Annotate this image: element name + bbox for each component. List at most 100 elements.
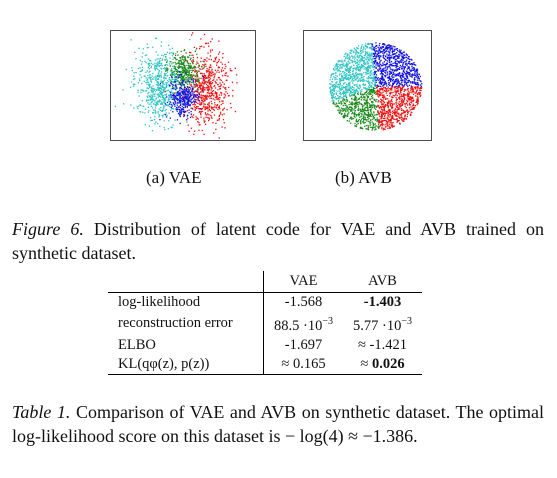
scatter-point bbox=[390, 100, 392, 102]
scatter-point bbox=[196, 107, 198, 109]
scatter-point bbox=[339, 63, 341, 66]
scatter-point bbox=[345, 57, 347, 60]
scatter-point bbox=[203, 95, 205, 97]
scatter-point bbox=[195, 96, 197, 98]
scatter-point bbox=[415, 74, 417, 76]
scatter-point bbox=[373, 117, 375, 119]
scatter-point bbox=[195, 85, 197, 87]
scatter-point bbox=[402, 59, 404, 61]
scatter-point bbox=[361, 127, 363, 129]
scatter-point bbox=[407, 57, 409, 60]
scatter-point bbox=[389, 72, 391, 74]
scatter-point bbox=[141, 100, 144, 102]
scatter-point bbox=[157, 111, 159, 113]
scatter-point bbox=[224, 67, 226, 70]
scatter-point bbox=[143, 105, 145, 107]
scatter-point bbox=[225, 91, 227, 93]
scatter-point bbox=[375, 84, 377, 87]
scatter-point bbox=[403, 76, 405, 78]
scatter-point bbox=[171, 78, 174, 80]
scatter-point bbox=[356, 85, 358, 87]
scatter-point bbox=[183, 49, 185, 52]
scatter-point bbox=[350, 122, 352, 124]
scatter-point bbox=[407, 85, 409, 88]
scatter-point bbox=[217, 83, 219, 86]
scatter-point bbox=[158, 108, 160, 110]
scatter-point bbox=[147, 63, 150, 65]
scatter-point bbox=[205, 98, 207, 100]
scatter-point bbox=[370, 74, 372, 76]
scatter-point bbox=[412, 86, 414, 88]
scatter-point bbox=[165, 77, 167, 79]
scatter-point bbox=[172, 94, 175, 96]
scatter-point bbox=[147, 102, 149, 104]
scatter-point bbox=[219, 111, 222, 113]
scatter-point bbox=[197, 99, 199, 102]
scatter-point bbox=[134, 78, 136, 80]
scatter-point bbox=[191, 74, 193, 76]
scatter-point bbox=[216, 92, 218, 94]
scatter-point bbox=[389, 92, 391, 94]
scatter-point bbox=[395, 58, 397, 61]
scatter-point bbox=[222, 108, 224, 110]
scatter-point bbox=[332, 89, 335, 91]
scatter-point bbox=[390, 80, 392, 83]
scatter-point bbox=[343, 91, 345, 93]
scatter-point bbox=[371, 90, 373, 92]
scatter-point bbox=[389, 50, 391, 52]
scatter-point bbox=[170, 96, 173, 98]
scatter-point bbox=[374, 70, 376, 73]
scatter-point bbox=[372, 113, 374, 115]
scatter-point bbox=[373, 66, 375, 69]
scatter-point bbox=[150, 99, 152, 101]
scatter-point bbox=[205, 63, 207, 65]
scatter-point bbox=[372, 66, 374, 68]
scatter-point bbox=[391, 51, 393, 53]
scatter-point bbox=[388, 76, 391, 78]
scatter-point bbox=[401, 102, 403, 104]
scatter-point bbox=[396, 121, 398, 123]
scatter-point bbox=[384, 96, 386, 98]
scatter-point bbox=[397, 68, 399, 70]
scatter-point bbox=[344, 71, 346, 74]
scatter-point bbox=[177, 74, 179, 76]
scatter-point bbox=[394, 56, 396, 59]
scatter-point bbox=[357, 98, 359, 101]
scatter-point bbox=[384, 74, 386, 77]
scatter-point bbox=[177, 54, 179, 56]
scatter-point bbox=[366, 66, 369, 68]
scatter-point bbox=[348, 103, 350, 106]
scatter-point bbox=[365, 73, 367, 75]
scatter-point bbox=[203, 33, 206, 36]
scatter-point bbox=[222, 81, 224, 83]
scatter-point bbox=[393, 57, 395, 59]
scatter-point bbox=[393, 76, 395, 78]
scatter-point bbox=[148, 95, 150, 97]
scatter-point bbox=[161, 99, 163, 101]
scatter-point bbox=[182, 67, 184, 69]
scatter-point bbox=[382, 113, 384, 115]
scatter-point bbox=[408, 96, 410, 98]
scatter-point bbox=[359, 88, 361, 90]
scatter-point bbox=[176, 108, 178, 110]
scatter-point bbox=[387, 121, 389, 123]
scatter-point bbox=[375, 71, 377, 73]
scatter-point bbox=[202, 68, 204, 70]
scatter-point bbox=[200, 96, 202, 99]
scatter-point bbox=[381, 111, 383, 113]
scatter-point bbox=[190, 84, 192, 86]
scatter-point bbox=[175, 108, 177, 110]
scatter-point bbox=[220, 94, 223, 96]
scatter-point bbox=[329, 91, 332, 93]
scatter-point bbox=[382, 43, 385, 45]
scatter-point bbox=[391, 97, 394, 99]
scatter-point bbox=[361, 67, 363, 69]
scatter-point bbox=[386, 94, 388, 97]
scatter-point bbox=[357, 92, 359, 94]
scatter-point bbox=[205, 95, 207, 97]
scatter-point bbox=[362, 51, 364, 53]
scatter-point bbox=[373, 58, 375, 60]
scatter-point bbox=[191, 75, 193, 77]
scatter-point bbox=[414, 71, 416, 73]
scatter-point bbox=[205, 75, 207, 77]
